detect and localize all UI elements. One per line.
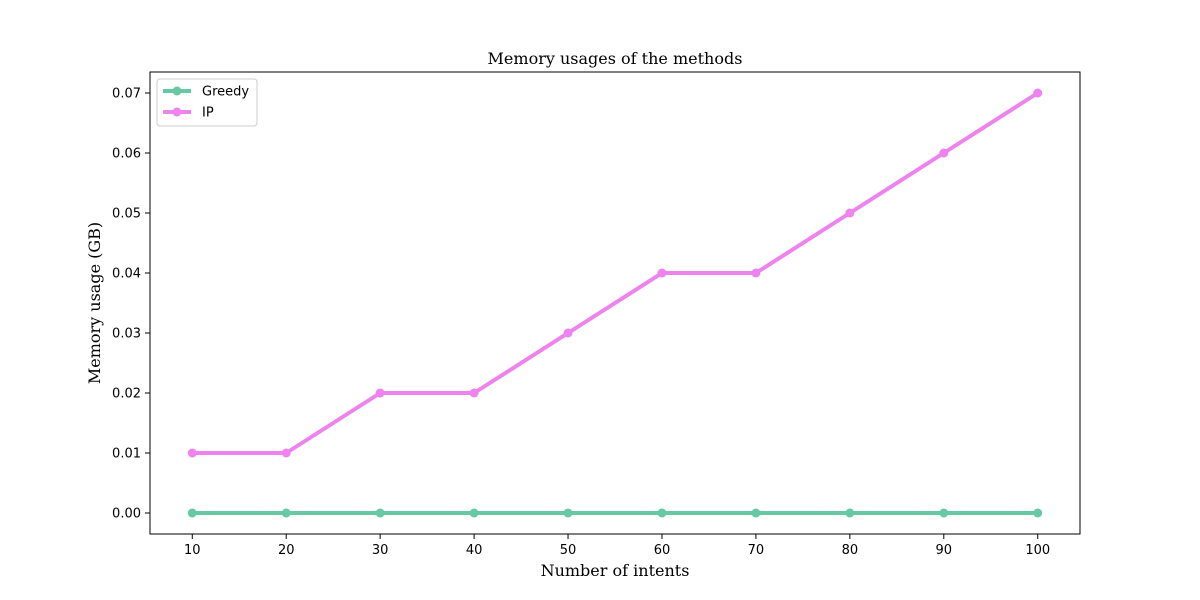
chart-title: Memory usages of the methods [488, 49, 743, 68]
plot-frame [149, 71, 1081, 535]
series-layer [187, 88, 1043, 518]
data-point-greedy [657, 508, 667, 518]
data-point-ip [375, 388, 385, 398]
x-tick-label: 70 [748, 543, 765, 558]
y-tick-label: 0.07 [112, 87, 141, 102]
data-point-ip [845, 208, 855, 218]
data-point-ip [1033, 88, 1043, 98]
data-point-ip [469, 388, 479, 398]
x-tick-label: 20 [278, 543, 295, 558]
y-tick-label: 0.06 [112, 147, 141, 162]
y-tick-label: 0.01 [112, 447, 141, 462]
y-tick-label: 0.05 [112, 207, 141, 222]
x-axis-label: Number of intents [541, 561, 690, 580]
y-tick-label: 0.00 [112, 507, 141, 522]
data-point-ip [751, 268, 761, 278]
x-tick-label: 90 [936, 543, 953, 558]
legend-label-greedy: Greedy [202, 85, 249, 100]
series-line-ip [190, 91, 1040, 455]
data-point-greedy [187, 508, 197, 518]
x-tick-label: 60 [654, 543, 671, 558]
data-point-ip [657, 268, 667, 278]
data-point-greedy [939, 508, 949, 518]
y-tick-label: 0.04 [112, 267, 141, 282]
legend-marker-greedy [172, 86, 182, 96]
data-point-greedy [1033, 508, 1043, 518]
x-tick-label: 80 [842, 543, 859, 558]
x-tick-label: 100 [1025, 543, 1050, 558]
x-tick-label: 30 [372, 543, 389, 558]
x-tick-label: 10 [184, 543, 201, 558]
data-point-ip [563, 328, 573, 338]
x-tick-label: 40 [466, 543, 483, 558]
data-point-greedy [469, 508, 479, 518]
data-point-greedy [845, 508, 855, 518]
y-tick-label: 0.02 [112, 387, 141, 402]
y-axis-label: Memory usage (GB) [85, 222, 104, 384]
legend: Greedy IP [156, 78, 258, 127]
data-point-greedy [563, 508, 573, 518]
data-point-greedy [751, 508, 761, 518]
legend-label-ip: IP [202, 106, 214, 121]
x-tick-label: 50 [560, 543, 577, 558]
y-tick-label: 0.03 [112, 327, 141, 342]
y-axis-ticks: 0.00 0.01 0.02 0.03 0.04 0.05 0.06 0.07 [112, 87, 150, 522]
data-point-ip [187, 448, 197, 458]
x-axis-ticks: 10 20 30 40 50 60 70 80 90 100 [184, 534, 1050, 558]
data-point-ip [281, 448, 291, 458]
data-point-greedy [375, 508, 385, 518]
data-point-greedy [281, 508, 291, 518]
legend-marker-ip [172, 107, 182, 117]
data-point-ip [939, 148, 949, 158]
